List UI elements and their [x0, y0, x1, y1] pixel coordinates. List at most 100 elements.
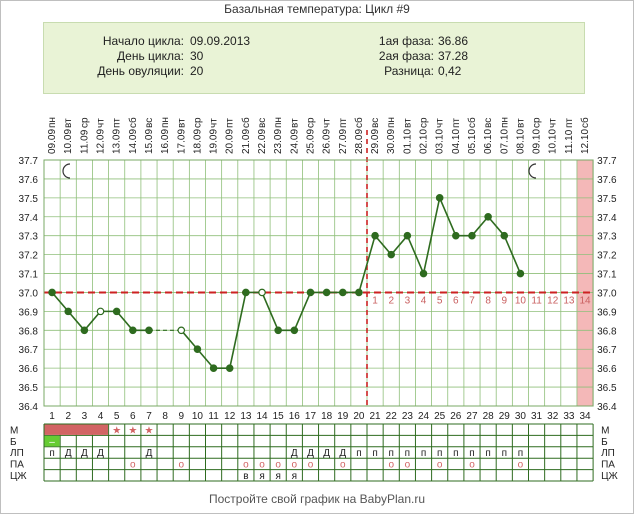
data-point [112, 307, 121, 316]
lp-cell-text: п [405, 448, 410, 459]
lp-cell-text: Д [97, 448, 104, 459]
series-segment [293, 292, 312, 331]
lp-cell-text: п [485, 448, 490, 459]
y-tick-label-left: 36.9 [19, 307, 39, 318]
y-tick-label-left: 37.5 [19, 194, 39, 205]
day-number-label: 15 [273, 411, 285, 422]
date-label: 11.10 [564, 129, 575, 154]
date-label: 14.09 [128, 129, 139, 154]
day-number-label: 16 [289, 411, 301, 422]
day-number-label: 32 [547, 411, 559, 422]
cycle-day-value: 30 [190, 49, 204, 63]
day-number-label: 33 [563, 411, 575, 422]
day-number-label: 23 [402, 411, 414, 422]
weekday-label: пт [338, 118, 349, 128]
date-label: 02.10 [419, 129, 430, 154]
y-tick-label-right: 36.9 [597, 307, 617, 318]
day-number-label: 12 [224, 411, 236, 422]
chart-title: Базальная температура: Цикл #9 [224, 2, 410, 16]
weekday-label: ср [192, 117, 203, 128]
moon-icon [62, 163, 71, 179]
date-label: 04.10 [451, 129, 462, 154]
b-green-cell [44, 435, 60, 447]
row-label-left: М [10, 425, 18, 436]
weekday-label: сб [240, 117, 252, 128]
ovulation-day-value: 20 [190, 64, 204, 78]
y-tick-label-right: 36.8 [597, 326, 617, 337]
data-point [225, 364, 234, 372]
y-tick-label-left: 36.6 [19, 364, 39, 375]
date-label: 08.10 [515, 129, 526, 154]
row-label-right: ЦЖ [601, 471, 618, 482]
pa-cell-text: o [437, 460, 443, 471]
day-number-label: 22 [386, 411, 398, 422]
spotting-star-icon: ★ [128, 425, 137, 436]
data-point [290, 326, 299, 335]
lp-cell-text: п [437, 448, 442, 459]
luteal-day-label: 2 [388, 295, 394, 306]
series-segment [116, 310, 134, 331]
luteal-day-label: 4 [421, 295, 427, 306]
y-tick-label-right: 37.4 [597, 213, 617, 224]
day-number-label: 9 [178, 411, 184, 422]
lp-cell-text: п [49, 448, 54, 459]
date-label: 01.10 [402, 129, 413, 154]
day-number-label: 10 [192, 411, 204, 422]
footer-link[interactable]: Постройте свой график на BabyPlan.ru [208, 492, 426, 506]
series-segment [471, 216, 489, 237]
luteal-day-label: 13 [563, 295, 575, 306]
date-label: 28.09 [354, 129, 365, 154]
y-tick-label-right: 36.4 [597, 402, 617, 413]
series-segment [358, 235, 376, 293]
cycle-day-label: День цикла: [117, 49, 184, 63]
data-point [371, 231, 379, 240]
weekday-label: ср [79, 117, 90, 128]
czh-cell-text: я [259, 471, 264, 482]
date-label: 19.09 [209, 129, 220, 154]
weekday-label: ср [532, 117, 543, 128]
date-label: 09.10 [532, 129, 543, 154]
luteal-day-label: 8 [485, 295, 491, 306]
date-label: 17.09 [176, 129, 187, 154]
weekday-label: вс [370, 118, 381, 128]
weekday-label: вт [289, 118, 300, 128]
luteal-day-label: 10 [515, 295, 527, 306]
date-label: 29.09 [370, 129, 381, 154]
y-tick-label-left: 37.4 [19, 213, 39, 224]
series-segment [180, 329, 199, 350]
day-number-label: 5 [114, 411, 120, 422]
data-point [145, 326, 153, 335]
day-number-label: 27 [466, 411, 478, 422]
weekday-label: пн [47, 117, 58, 128]
day-number-label: 26 [450, 411, 462, 422]
pa-cell-text: o [292, 460, 298, 471]
luteal-day-label: 5 [437, 295, 443, 306]
cycle-start-label: Начало цикла: [102, 34, 184, 48]
series-segment [196, 348, 215, 369]
cycle-info-panel: Начало цикла: 09.09.2013 День цикла: 30 … [43, 22, 585, 94]
day-number-label: 29 [499, 411, 511, 422]
czh-cell-text: в [243, 471, 248, 482]
y-tick-label-left: 36.8 [19, 326, 39, 337]
y-tick-label-right: 37.6 [597, 175, 617, 186]
row-label-right: ЛП [601, 448, 615, 459]
lp-cell-text: п [356, 448, 361, 459]
date-label: 21.09 [241, 129, 252, 154]
pa-cell-text: o [388, 460, 394, 471]
data-point [193, 345, 202, 354]
phase2-value: 37.28 [438, 49, 469, 63]
row-label-left: ЦЖ [10, 471, 27, 482]
data-point [419, 269, 428, 278]
weekday-label: пн [273, 117, 284, 128]
weekday-label: пн [499, 117, 510, 128]
lp-cell-text: Д [65, 448, 72, 459]
series-segment [422, 197, 441, 274]
data-point [80, 326, 89, 335]
day-number-label: 13 [240, 411, 252, 422]
lp-cell-text: п [453, 448, 458, 459]
weekday-label: вс [257, 118, 268, 128]
day-number-label: 25 [434, 411, 446, 422]
y-tick-label-right: 37.2 [597, 251, 617, 262]
date-label: 03.10 [435, 129, 446, 154]
